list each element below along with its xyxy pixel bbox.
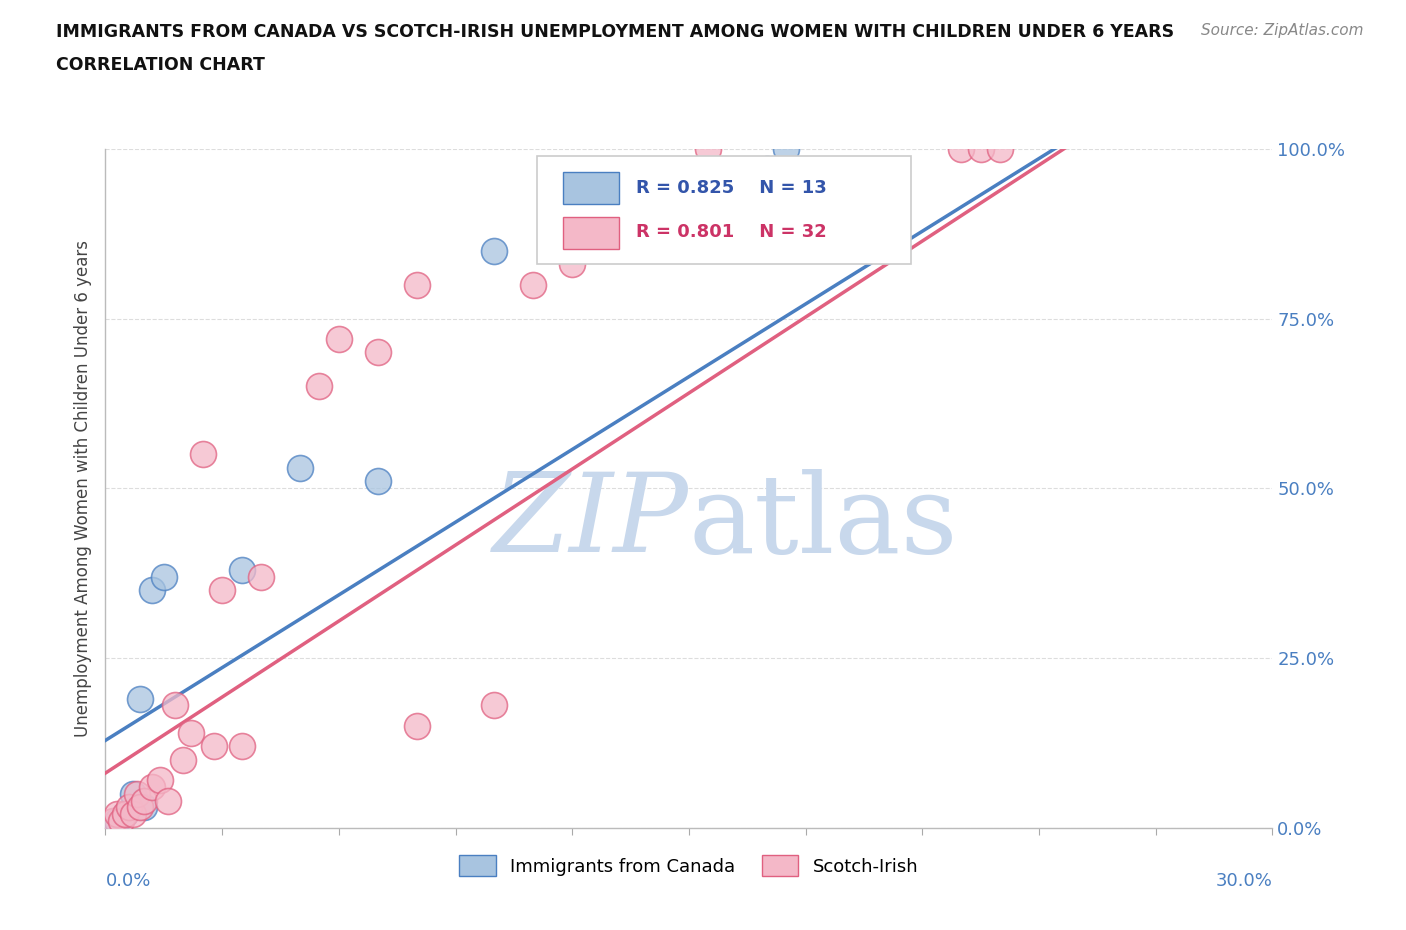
FancyBboxPatch shape <box>537 155 911 264</box>
Point <box>121 806 143 821</box>
Point <box>165 698 187 713</box>
Text: R = 0.801    N = 32: R = 0.801 N = 32 <box>637 222 827 241</box>
Point <box>367 474 389 489</box>
Point <box>105 814 128 829</box>
Point <box>129 800 152 815</box>
Point <box>561 257 583 272</box>
Text: atlas: atlas <box>689 469 959 576</box>
Point <box>211 582 233 598</box>
Text: 30.0%: 30.0% <box>1216 871 1272 890</box>
Point <box>950 141 973 156</box>
Point <box>775 141 797 156</box>
Point <box>988 141 1011 156</box>
Point <box>328 331 350 346</box>
Y-axis label: Unemployment Among Women with Children Under 6 years: Unemployment Among Women with Children U… <box>73 240 91 737</box>
Point <box>114 806 136 821</box>
Point <box>367 345 389 360</box>
Point <box>141 779 163 794</box>
Point <box>134 800 156 815</box>
Point <box>697 141 720 156</box>
Point <box>969 141 991 156</box>
Point <box>405 718 427 733</box>
Point <box>156 793 179 808</box>
Point <box>141 582 163 598</box>
Point <box>484 243 506 258</box>
Point <box>191 446 214 461</box>
Point <box>231 738 253 753</box>
Point <box>172 752 194 767</box>
Point <box>405 277 427 292</box>
Point <box>105 806 128 821</box>
Point <box>152 569 174 584</box>
Text: IMMIGRANTS FROM CANADA VS SCOTCH-IRISH UNEMPLOYMENT AMONG WOMEN WITH CHILDREN UN: IMMIGRANTS FROM CANADA VS SCOTCH-IRISH U… <box>56 23 1174 41</box>
Text: R = 0.825    N = 13: R = 0.825 N = 13 <box>637 179 827 197</box>
Point <box>231 563 253 578</box>
Point <box>522 277 544 292</box>
Point <box>125 787 148 802</box>
Point <box>202 738 225 753</box>
Point <box>134 793 156 808</box>
Point <box>103 814 125 829</box>
Point <box>129 691 152 706</box>
Text: ZIP: ZIP <box>494 469 689 576</box>
Text: Source: ZipAtlas.com: Source: ZipAtlas.com <box>1201 23 1364 38</box>
Point <box>484 698 506 713</box>
Text: CORRELATION CHART: CORRELATION CHART <box>56 56 266 73</box>
Point <box>250 569 273 584</box>
Bar <box>562 217 619 249</box>
Point <box>110 814 132 829</box>
Point <box>180 725 202 740</box>
Point <box>118 800 141 815</box>
Point <box>308 379 330 394</box>
Point <box>121 787 143 802</box>
Text: 0.0%: 0.0% <box>105 871 150 890</box>
Point <box>288 460 311 475</box>
Bar <box>562 172 619 205</box>
Legend: Immigrants from Canada, Scotch-Irish: Immigrants from Canada, Scotch-Irish <box>453 848 925 884</box>
Point <box>149 773 172 788</box>
Point <box>755 162 778 177</box>
Point <box>114 806 136 821</box>
